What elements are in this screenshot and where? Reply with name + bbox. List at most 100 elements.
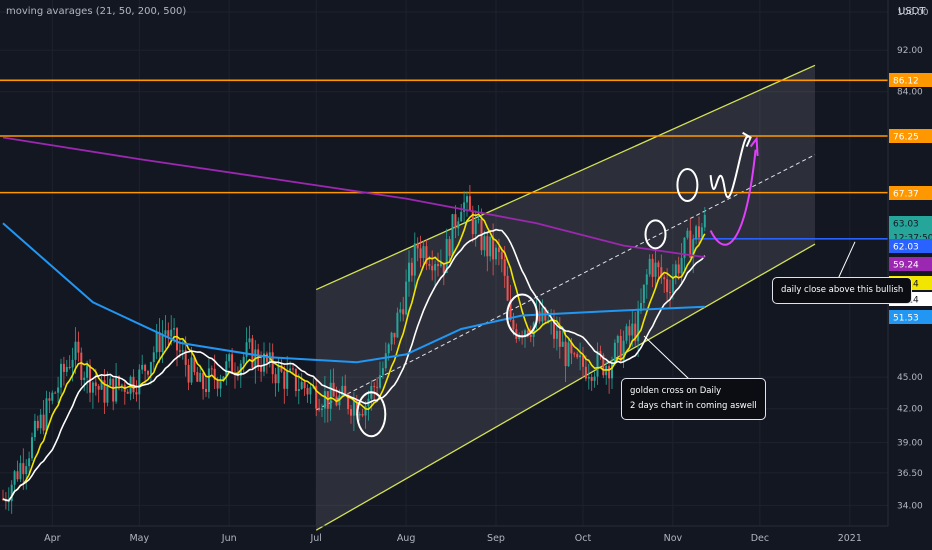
candle-body bbox=[425, 246, 428, 265]
candle-body bbox=[286, 370, 289, 389]
callout-pointer bbox=[837, 241, 856, 280]
indicator-title[interactable]: moving avarages (21, 50, 200, 500) bbox=[6, 6, 187, 17]
candle-body bbox=[619, 335, 622, 362]
candle-body bbox=[663, 277, 666, 280]
candle-body bbox=[352, 400, 355, 416]
candle-body bbox=[16, 471, 19, 480]
candle-body bbox=[622, 340, 625, 362]
candle-body bbox=[167, 330, 170, 337]
candle-body bbox=[703, 214, 706, 228]
candle-body bbox=[373, 386, 376, 388]
candle-body bbox=[402, 309, 405, 315]
price-tag: 12:37:50 bbox=[893, 234, 932, 244]
ma-50-line bbox=[2, 228, 706, 502]
candle-body bbox=[596, 351, 599, 377]
candle-body bbox=[181, 350, 184, 352]
price-tag: 62.03 bbox=[893, 243, 919, 253]
candle-body bbox=[492, 236, 495, 260]
candle-body bbox=[561, 341, 564, 347]
candle-body bbox=[173, 328, 176, 330]
candle-body bbox=[674, 264, 677, 278]
candle-body bbox=[112, 378, 115, 402]
candle-body bbox=[225, 361, 228, 377]
channel-fill bbox=[316, 65, 815, 531]
candle-body bbox=[506, 275, 509, 301]
candle-body bbox=[83, 377, 86, 381]
candle-body bbox=[210, 368, 213, 370]
candle-body bbox=[347, 394, 350, 410]
candle-body bbox=[187, 364, 190, 383]
price-tag-bg bbox=[889, 239, 932, 253]
resistance-levels bbox=[0, 79, 888, 240]
candle-body bbox=[280, 365, 283, 372]
candle-body bbox=[245, 342, 248, 357]
candle-body bbox=[396, 312, 399, 338]
candle-body bbox=[431, 265, 434, 271]
candle-body bbox=[584, 366, 587, 379]
time-axis[interactable]: Apr May Jun Jul Aug Sep Oct Nov Dec 2021 bbox=[0, 525, 888, 544]
candle-body bbox=[39, 414, 42, 429]
candle-body bbox=[199, 372, 202, 382]
price-axis[interactable]: 100.00 92.00 84.00 45.00 42.00 39.00 36.50 34.0… bbox=[887, 0, 932, 526]
arrowhead-white bbox=[742, 131, 752, 148]
annotation-line: daily close above this bullish bbox=[781, 285, 904, 295]
candle-body bbox=[526, 330, 529, 335]
ma-500-line bbox=[2, 136, 705, 259]
candle-body bbox=[390, 332, 393, 345]
candle-body bbox=[393, 332, 396, 338]
candle-body bbox=[141, 364, 144, 370]
price-tick-label: 39.00 bbox=[897, 439, 923, 449]
candle-body bbox=[611, 363, 613, 379]
candle-body bbox=[613, 342, 616, 364]
candle-body bbox=[60, 363, 62, 388]
candle-body bbox=[437, 264, 439, 267]
candle-body bbox=[7, 501, 10, 503]
candle-body bbox=[149, 362, 152, 375]
candle-body bbox=[31, 437, 33, 459]
highlight-circle bbox=[506, 293, 539, 338]
candle-body bbox=[25, 466, 28, 475]
candle-body bbox=[625, 326, 628, 341]
time-tick-label: Dec bbox=[751, 533, 769, 544]
highlight-circle bbox=[644, 219, 667, 250]
candle-body bbox=[651, 258, 654, 277]
candle-body bbox=[538, 311, 541, 322]
candle-body bbox=[637, 310, 640, 342]
candle-body bbox=[579, 355, 582, 358]
annotation-daily-close: daily close above this bullish bbox=[772, 277, 913, 304]
candle-body bbox=[184, 350, 187, 365]
candle-body bbox=[51, 392, 54, 401]
candle-body bbox=[228, 354, 231, 362]
candle-body bbox=[263, 353, 265, 372]
candle-body bbox=[126, 391, 129, 394]
candle-body bbox=[434, 264, 437, 271]
candle-body bbox=[445, 239, 448, 273]
candle-body bbox=[222, 376, 225, 382]
candle-body bbox=[260, 365, 263, 372]
candle-body bbox=[65, 366, 68, 372]
candle-body bbox=[553, 320, 555, 339]
candle-body bbox=[477, 219, 480, 221]
time-tick-label: Jun bbox=[221, 533, 237, 544]
resistance-price-label: 86.12 bbox=[893, 77, 919, 87]
candle-body bbox=[33, 420, 36, 438]
candle-body bbox=[509, 300, 512, 320]
candle-body bbox=[645, 274, 648, 285]
candle-body bbox=[344, 385, 347, 395]
candle-body bbox=[19, 463, 22, 480]
candle-body bbox=[631, 323, 634, 336]
time-tick-label: Apr bbox=[44, 533, 61, 544]
channel-mid-line bbox=[315, 154, 816, 411]
candle-body bbox=[587, 376, 590, 379]
candle-body bbox=[680, 257, 683, 274]
candle-body bbox=[384, 353, 387, 369]
candle-body bbox=[573, 353, 576, 355]
grid-lines bbox=[0, 0, 888, 526]
candle-body bbox=[695, 226, 698, 240]
candle-body bbox=[512, 319, 515, 330]
candle-body bbox=[106, 385, 109, 403]
candle-body bbox=[303, 381, 306, 389]
time-tick-label: May bbox=[129, 533, 149, 544]
candle-body bbox=[300, 381, 303, 390]
candle-body bbox=[329, 382, 332, 409]
